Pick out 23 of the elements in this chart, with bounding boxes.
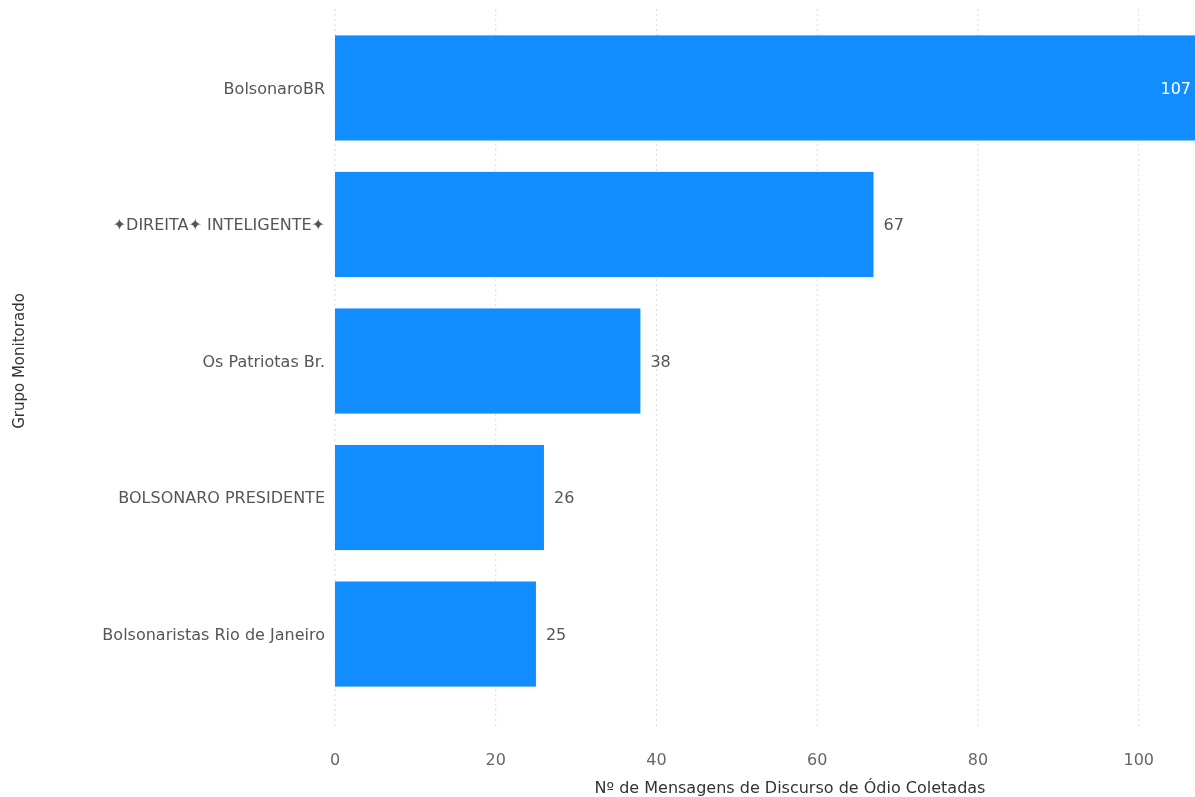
data-label: 107 [1160,78,1191,98]
x-tick-label: 100 [1123,750,1155,769]
x-tick-label: 60 [807,750,828,769]
data-label: 67 [883,215,904,235]
y-tick-label: BOLSONARO PRESIDENTE [118,488,325,508]
bar [335,171,874,278]
y-axis-title: Grupo Monitorado [10,293,28,429]
bar [335,308,641,414]
data-label: 25 [545,624,567,644]
x-tick-label: 20 [485,750,506,769]
x-tick-label: 40 [646,750,667,769]
y-tick-label: BolsonaroBR [223,78,325,98]
bar [335,444,544,551]
x-tick-label: 0 [329,750,341,769]
y-tick-label: Bolsonaristas Rio de Janeiro [102,624,325,644]
data-label: 38 [650,351,671,371]
data-label: 26 [553,488,575,508]
x-axis-title: Nº de Mensagens de Discurso de Ódio Coletadas [594,778,986,797]
bar [335,35,1195,141]
y-tick-label: ✦DIREITA✦ INTELIGENTE✦ [112,215,325,235]
x-tick-label: 80 [967,750,989,769]
bar [335,581,536,687]
y-tick-label: Os Patriotas Br. [202,351,325,371]
